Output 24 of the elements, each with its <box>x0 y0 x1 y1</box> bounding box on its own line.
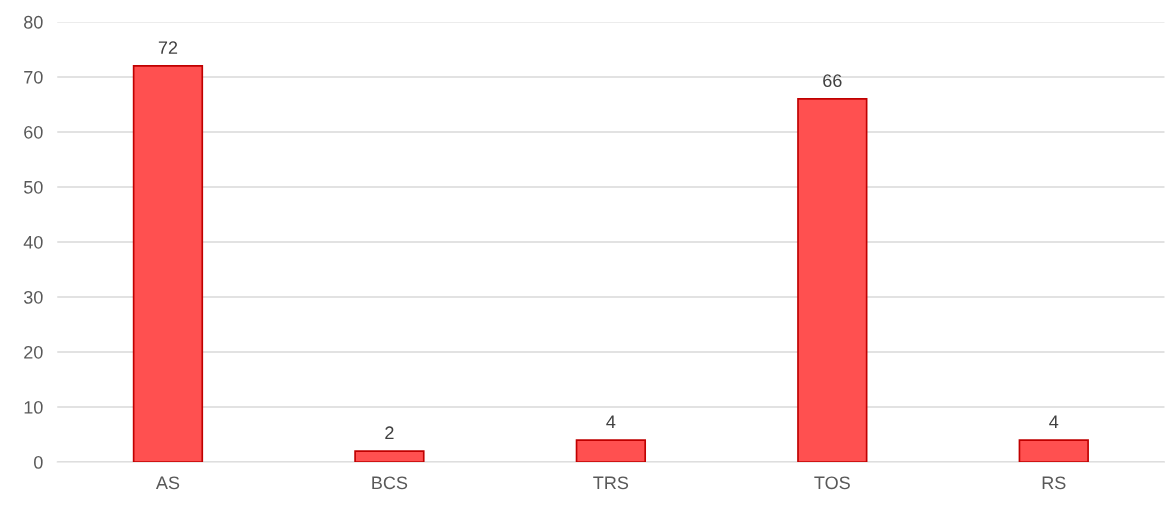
bar <box>797 98 868 463</box>
x-tick-label: RS <box>1042 476 1066 490</box>
y-tick-label: 0 <box>34 455 43 469</box>
bar <box>1018 439 1089 463</box>
y-tick-label: 20 <box>24 345 43 359</box>
x-tick-label: AS <box>155 476 180 490</box>
y-tick-label: 10 <box>24 400 43 414</box>
y-tick-label: 80 <box>24 15 43 29</box>
y-tick-label: 50 <box>23 180 43 194</box>
data-label: 4 <box>1049 415 1059 428</box>
data-label: 2 <box>385 426 394 439</box>
data-label: 72 <box>158 41 178 54</box>
x-tick-label: TOS <box>814 476 850 490</box>
bar <box>132 65 204 463</box>
y-tick-label: 30 <box>23 290 43 304</box>
data-label: 4 <box>606 415 616 428</box>
data-label: 66 <box>823 74 842 88</box>
y-tick-label: 70 <box>24 70 43 84</box>
bar <box>354 450 425 463</box>
x-tick-label: BCS <box>372 476 408 490</box>
y-tick-label: 40 <box>23 235 43 249</box>
y-tick-label: 60 <box>24 125 43 139</box>
x-tick-label: TRS <box>593 476 629 490</box>
bar <box>575 439 647 463</box>
